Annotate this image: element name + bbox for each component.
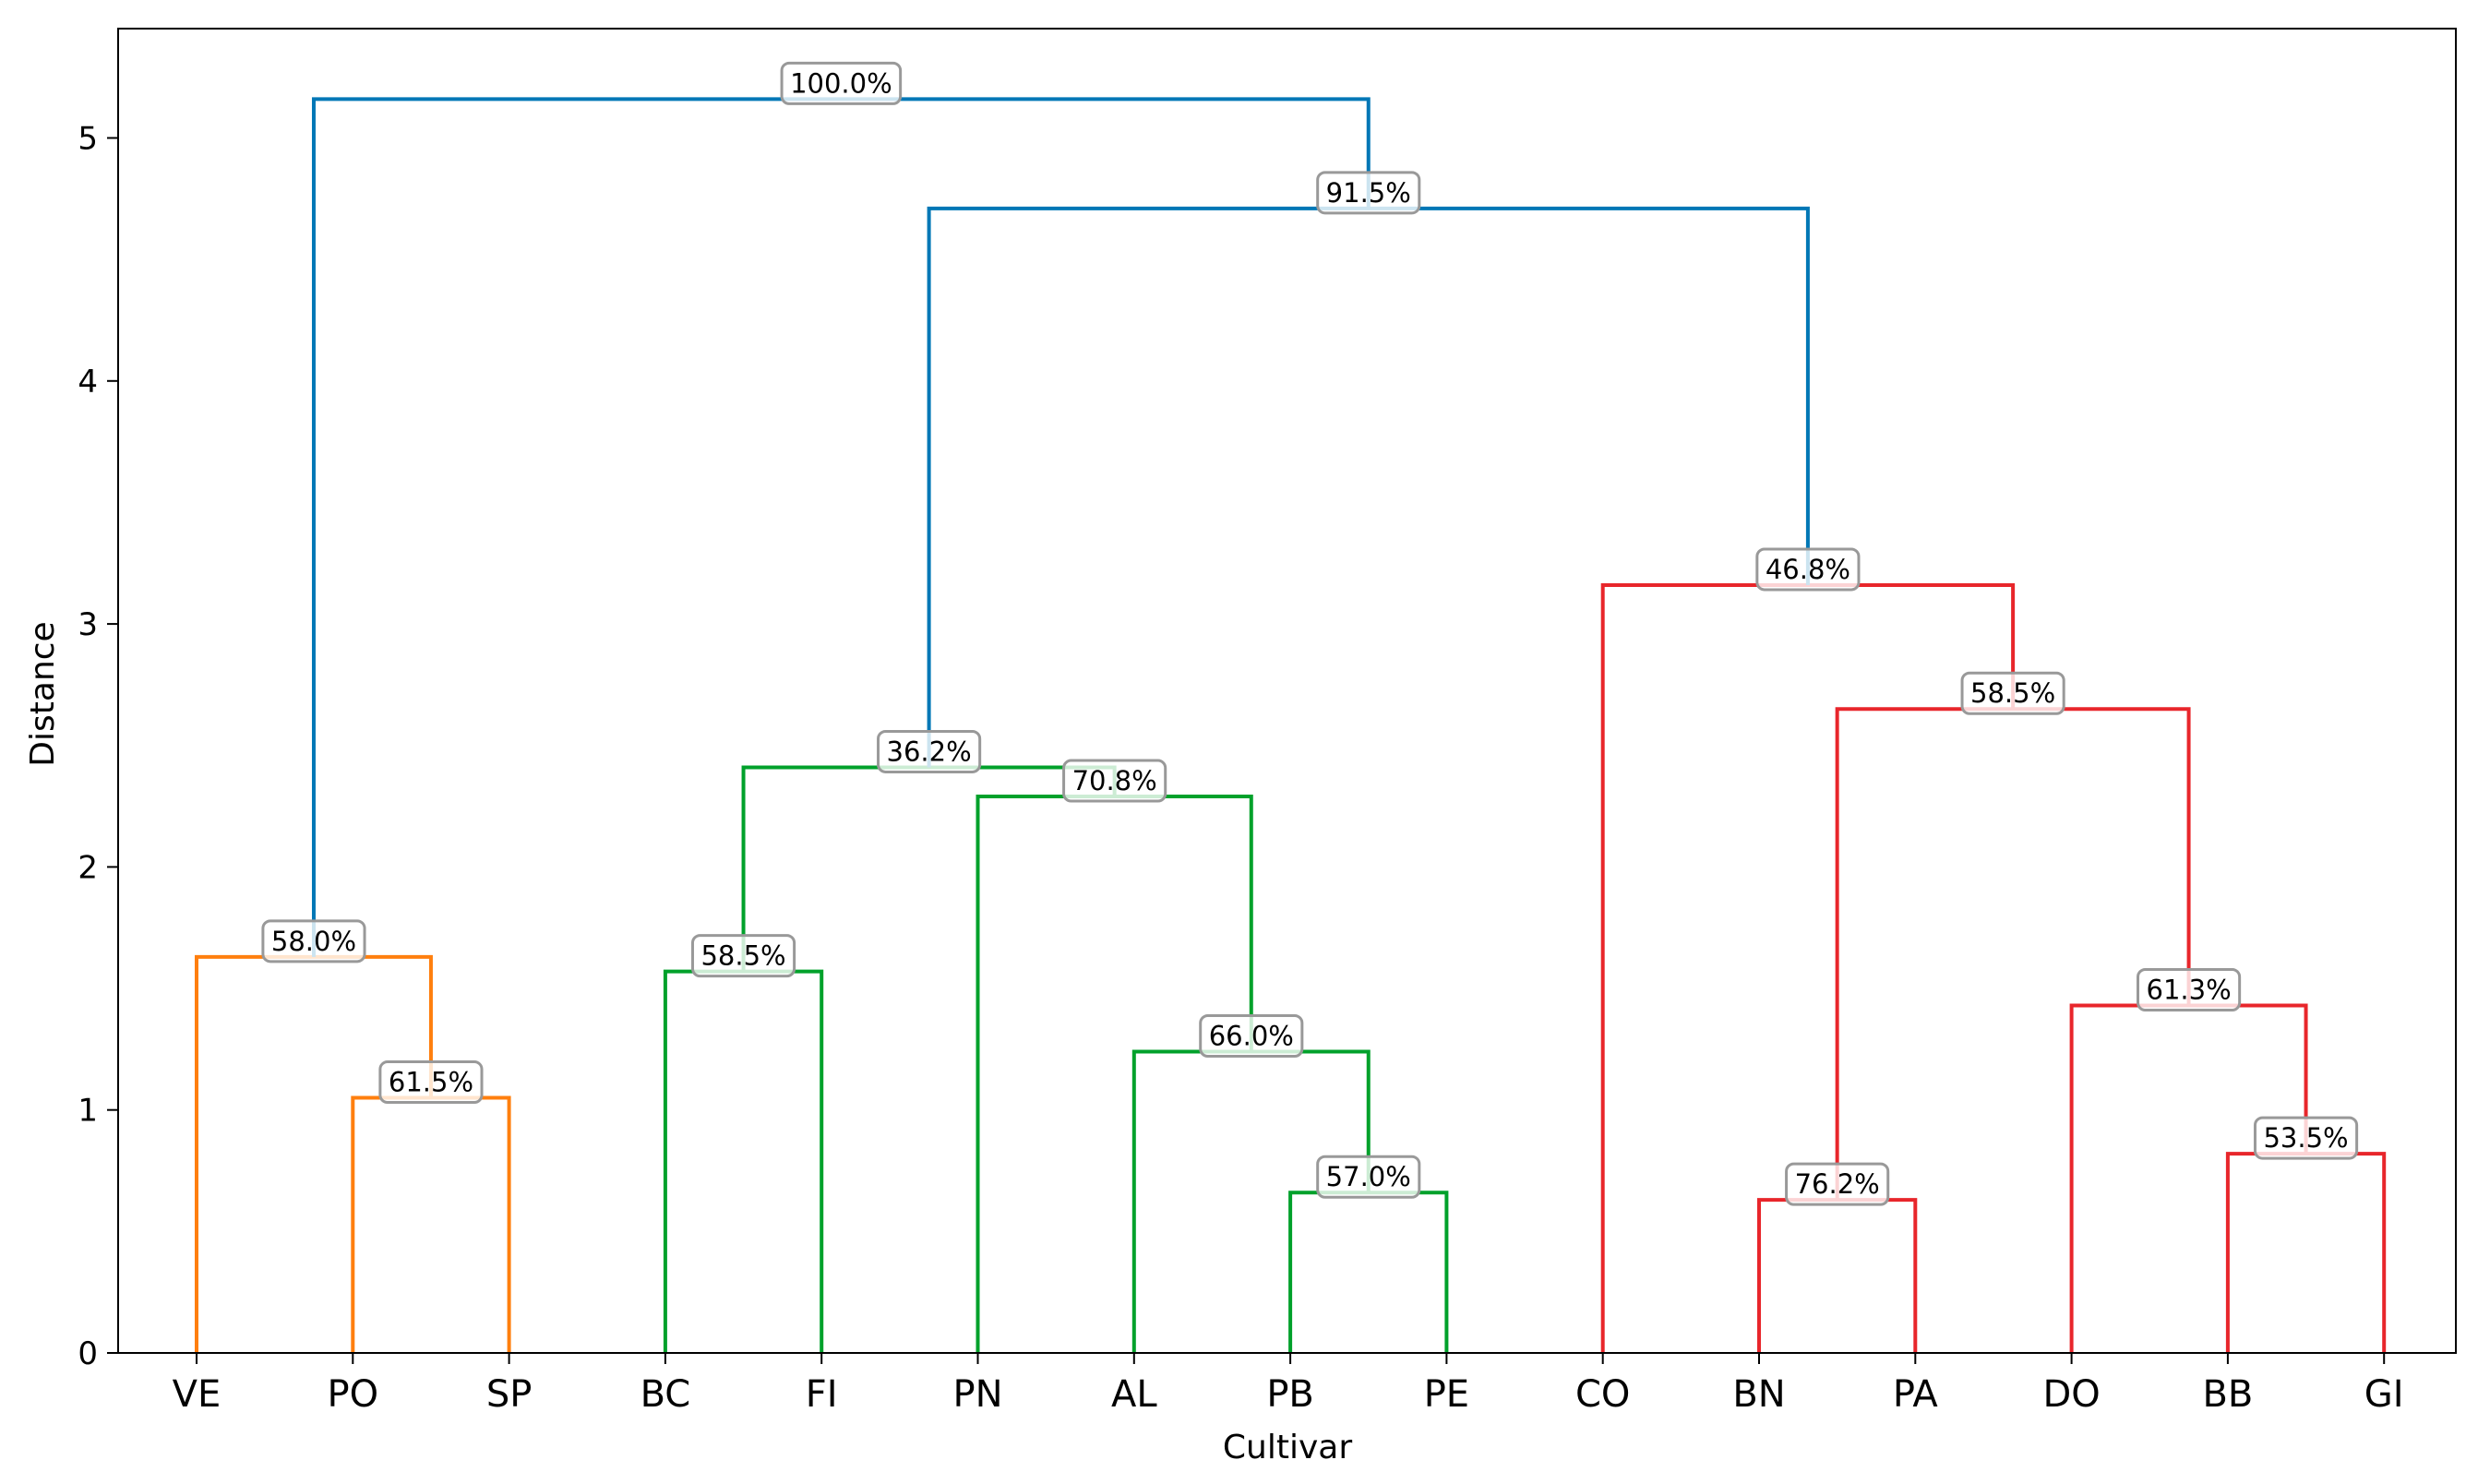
link-m1	[351, 1095, 511, 1353]
link-m13	[927, 206, 1810, 768]
merge-label-text: 100.0%	[790, 67, 892, 99]
merge-label-box	[2253, 1116, 2359, 1160]
merge-label-box	[261, 919, 366, 963]
merge-label-m11: 58.5%	[1960, 671, 2065, 715]
y-tick-label: 1	[78, 1093, 98, 1130]
y-axis: 0 1 2 3 4 5	[78, 120, 118, 1372]
merge-label-m12: 46.8%	[1755, 547, 1861, 592]
merge-label-box	[780, 61, 903, 105]
x-tick-label-al: AL	[1111, 1373, 1157, 1416]
x-tick-label-bn: BN	[1732, 1373, 1785, 1416]
merge-label-m1: 61.5%	[378, 1060, 484, 1105]
merge-label-box	[1785, 1162, 1890, 1206]
x-tick-label-ve: VE	[173, 1373, 221, 1416]
merge-label-text: 76.2%	[1795, 1168, 1880, 1200]
merge-label-text: 46.8%	[1766, 554, 1850, 585]
merge-label-text: 53.5%	[2263, 1122, 2348, 1154]
link-m9	[2225, 1152, 2387, 1353]
merge-label-box	[690, 934, 796, 978]
x-tick-label-bc: BC	[640, 1373, 691, 1416]
merge-label-box	[1960, 671, 2065, 715]
merge-label-text: 66.0%	[1209, 1021, 1294, 1052]
link-m5	[1131, 1049, 1371, 1353]
link-m12	[1600, 582, 2016, 1353]
plot-area-frame	[117, 28, 2457, 1354]
merge-label-text: 58.5%	[700, 940, 785, 972]
merge-label-m6: 70.8%	[1062, 759, 1167, 803]
merge-label-text: 91.5%	[1326, 177, 1411, 209]
x-axis: VE PO SP BC FI PN AL PB PE CO BN PA DO BB GI	[173, 1353, 2404, 1416]
merge-label-m8: 76.2%	[1785, 1162, 1890, 1206]
x-tick-label-fi: FI	[806, 1373, 838, 1416]
merge-label-m13: 91.5%	[1316, 171, 1421, 215]
x-tick-label-pb: PB	[1266, 1373, 1314, 1416]
merge-label-text: 58.0%	[271, 926, 356, 957]
merge-label-text: 57.0%	[1326, 1161, 1411, 1192]
link-m14	[311, 97, 1371, 957]
y-tick-label: 3	[78, 606, 98, 643]
x-tick-label-po: PO	[327, 1373, 378, 1416]
merge-label-box	[1316, 171, 1421, 215]
y-axis-title: Distance	[24, 621, 62, 766]
x-tick-label-co: CO	[1575, 1373, 1630, 1416]
merge-label-box	[1755, 547, 1861, 592]
y-tick-label: 0	[78, 1335, 98, 1372]
merge-label-box	[1316, 1155, 1421, 1199]
merge-label-box	[1199, 1014, 1304, 1059]
merge-label-text: 58.5%	[1970, 677, 2055, 709]
y-tick-label: 5	[78, 120, 98, 157]
link-m10	[2069, 1003, 2308, 1353]
merge-labels: 61.5% 58.0% 58.5% 57.0% 66.0% 70.8% 36.2% 76.2%…	[261, 61, 2359, 1206]
link-m8	[1757, 1198, 1918, 1353]
merge-label-text: 61.5%	[389, 1067, 473, 1098]
merge-label-m7: 36.2%	[877, 729, 982, 773]
merge-label-text: 61.3%	[2147, 974, 2232, 1005]
link-m11	[1835, 707, 2191, 1201]
merge-label-m5: 66.0%	[1199, 1014, 1304, 1059]
merge-label-box	[1062, 759, 1167, 803]
x-tick-label-sp: SP	[486, 1373, 533, 1416]
link-m4	[1288, 1191, 1449, 1353]
merge-label-box	[378, 1060, 484, 1105]
merge-label-box	[2137, 967, 2242, 1011]
dendrogram-links	[195, 97, 2387, 1353]
merge-label-m4: 57.0%	[1316, 1155, 1421, 1199]
y-tick-label: 2	[78, 849, 98, 886]
link-m2	[195, 954, 433, 1353]
y-tick-label: 4	[78, 364, 98, 401]
merge-label-m3: 58.5%	[690, 934, 796, 978]
x-axis-title: Cultivar	[1223, 1429, 1352, 1466]
merge-label-text: 70.8%	[1072, 765, 1157, 796]
merge-label-m14: 100.0%	[780, 61, 903, 105]
x-tick-label-do: DO	[2042, 1373, 2100, 1416]
x-tick-label-pa: PA	[1893, 1373, 1939, 1416]
merge-label-text: 36.2%	[887, 736, 972, 767]
x-tick-label-bb: BB	[2202, 1373, 2253, 1416]
x-tick-label-pn: PN	[952, 1373, 1002, 1416]
x-tick-label-pe: PE	[1424, 1373, 1469, 1416]
merge-label-m2: 58.0%	[261, 919, 366, 963]
x-tick-label-gi: GI	[2364, 1373, 2404, 1416]
link-m3	[663, 969, 824, 1353]
merge-label-box	[877, 729, 982, 773]
merge-label-m9: 53.5%	[2253, 1116, 2359, 1160]
link-m6	[976, 795, 1253, 1353]
merge-label-m10: 61.3%	[2137, 967, 2242, 1011]
